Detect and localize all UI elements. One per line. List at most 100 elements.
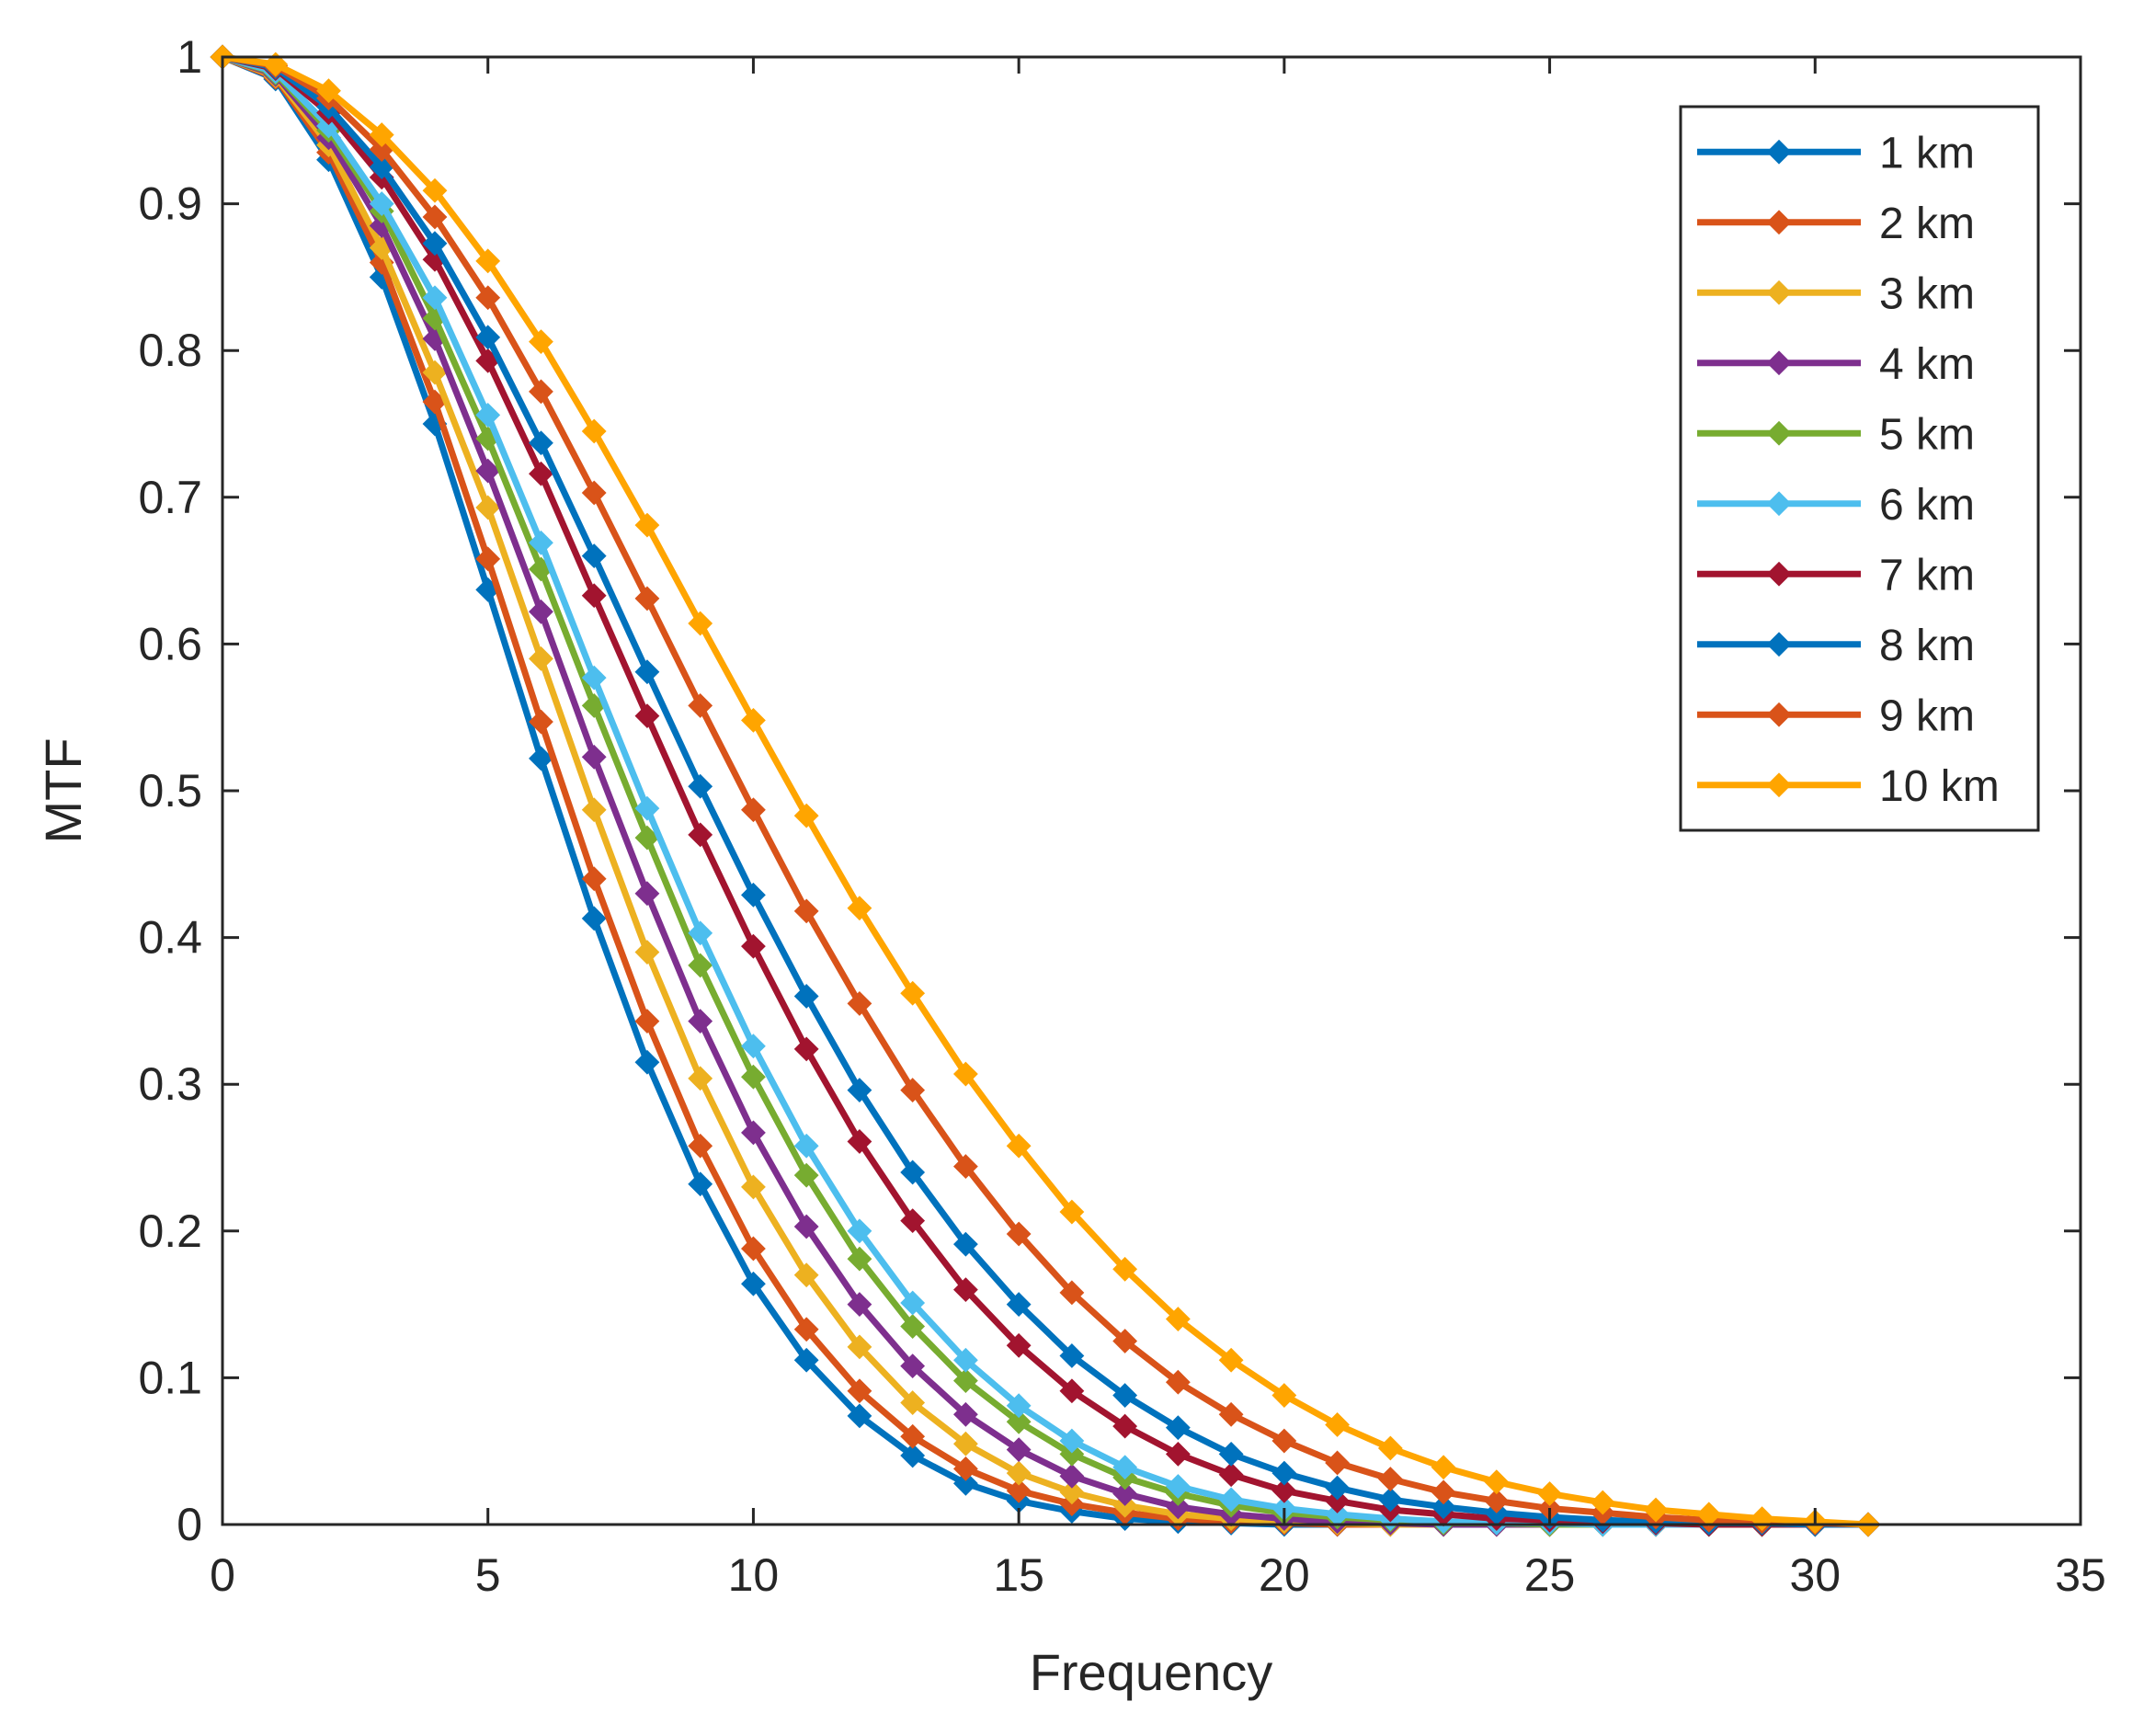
legend-marker — [1766, 491, 1792, 517]
data-point — [741, 1064, 766, 1090]
legend-label: 2 km — [1879, 200, 1975, 248]
data-point — [952, 1431, 978, 1456]
data-point — [741, 707, 766, 733]
data-point — [581, 797, 607, 823]
data-point — [634, 1049, 660, 1075]
data-point — [741, 1236, 766, 1262]
legend-label: 6 km — [1879, 481, 1975, 530]
data-point — [1006, 1437, 1032, 1463]
data-point — [688, 773, 713, 799]
data-point — [1218, 1401, 1244, 1427]
data-point — [1377, 1467, 1403, 1491]
data-point — [1165, 1474, 1191, 1499]
legend-entry: 3 km — [1697, 269, 1975, 318]
data-point — [529, 430, 553, 456]
data-point — [1059, 1343, 1085, 1368]
legend-entry: 10 km — [1697, 762, 2000, 811]
data-point — [1059, 1378, 1085, 1404]
data-point — [1218, 1487, 1244, 1513]
data-point — [634, 881, 660, 907]
data-point — [634, 940, 660, 965]
data-point — [1006, 1221, 1032, 1247]
data-point — [1325, 1412, 1351, 1437]
series-layer — [210, 44, 1881, 1537]
data-point — [1112, 1481, 1138, 1506]
data-point — [581, 906, 607, 931]
x-tick-label: 30 — [1789, 1549, 1841, 1601]
data-point — [793, 1214, 819, 1239]
legend-label: 7 km — [1879, 551, 1975, 600]
data-point — [952, 1347, 978, 1373]
legend-entry: 9 km — [1697, 691, 1975, 740]
y-tick-label: 0 — [177, 1499, 202, 1550]
data-point — [1006, 1133, 1032, 1159]
data-point — [1112, 1413, 1138, 1439]
data-point — [529, 709, 553, 735]
data-point — [1006, 1409, 1032, 1434]
data-point — [688, 1171, 713, 1197]
data-point — [1112, 1383, 1138, 1408]
data-point — [1112, 1329, 1138, 1353]
data-point — [900, 1314, 926, 1339]
legend-marker — [1766, 561, 1792, 587]
data-point — [793, 803, 819, 828]
legend-label: 1 km — [1879, 129, 1975, 177]
data-point — [1059, 1280, 1085, 1306]
data-point — [688, 1009, 713, 1034]
data-point — [581, 543, 607, 569]
data-point — [847, 1334, 872, 1360]
data-point — [475, 546, 501, 572]
data-point — [475, 458, 501, 484]
data-point — [1165, 1307, 1191, 1331]
data-point — [634, 795, 660, 821]
data-point — [793, 1162, 819, 1188]
data-point — [1325, 1489, 1351, 1513]
data-point — [1218, 1462, 1244, 1488]
data-point — [900, 1390, 926, 1415]
data-point — [952, 1470, 978, 1496]
data-point — [1112, 1256, 1138, 1282]
x-tick-label: 15 — [993, 1549, 1044, 1601]
data-point — [900, 1353, 926, 1379]
legend-marker — [1766, 210, 1792, 235]
data-point — [475, 403, 501, 428]
data-point — [1006, 1292, 1032, 1318]
data-point — [475, 285, 501, 311]
data-point — [900, 980, 926, 1006]
data-point — [688, 920, 713, 946]
data-point — [634, 659, 660, 685]
data-point — [952, 1061, 978, 1087]
legend-marker — [1766, 632, 1792, 657]
x-tick-label: 5 — [475, 1549, 501, 1601]
data-point — [847, 1078, 872, 1102]
data-point — [1431, 1479, 1456, 1505]
data-point — [1750, 1506, 1774, 1532]
x-tick-label: 25 — [1524, 1549, 1576, 1601]
data-point — [1165, 1415, 1191, 1441]
data-point — [634, 586, 660, 611]
data-point — [847, 1292, 872, 1318]
data-point — [847, 1129, 872, 1154]
data-point — [1006, 1460, 1032, 1486]
data-point — [952, 1368, 978, 1394]
y-tick-label: 0.3 — [138, 1058, 202, 1110]
data-point — [952, 1401, 978, 1427]
data-point — [688, 1133, 713, 1159]
data-point — [1218, 1441, 1244, 1467]
y-tick-label: 0.6 — [138, 618, 202, 669]
data-point — [1165, 1441, 1191, 1467]
legend-label: 9 km — [1879, 691, 1975, 740]
data-point — [741, 797, 766, 823]
data-point — [581, 418, 607, 444]
legend-marker — [1766, 139, 1792, 165]
data-point — [369, 122, 394, 148]
legend-marker — [1766, 772, 1792, 798]
data-point — [900, 1078, 926, 1102]
data-point — [847, 1403, 872, 1429]
data-point — [793, 1036, 819, 1062]
data-point — [529, 599, 553, 624]
data-point — [741, 1120, 766, 1146]
data-point — [847, 991, 872, 1016]
data-point — [793, 1262, 819, 1288]
